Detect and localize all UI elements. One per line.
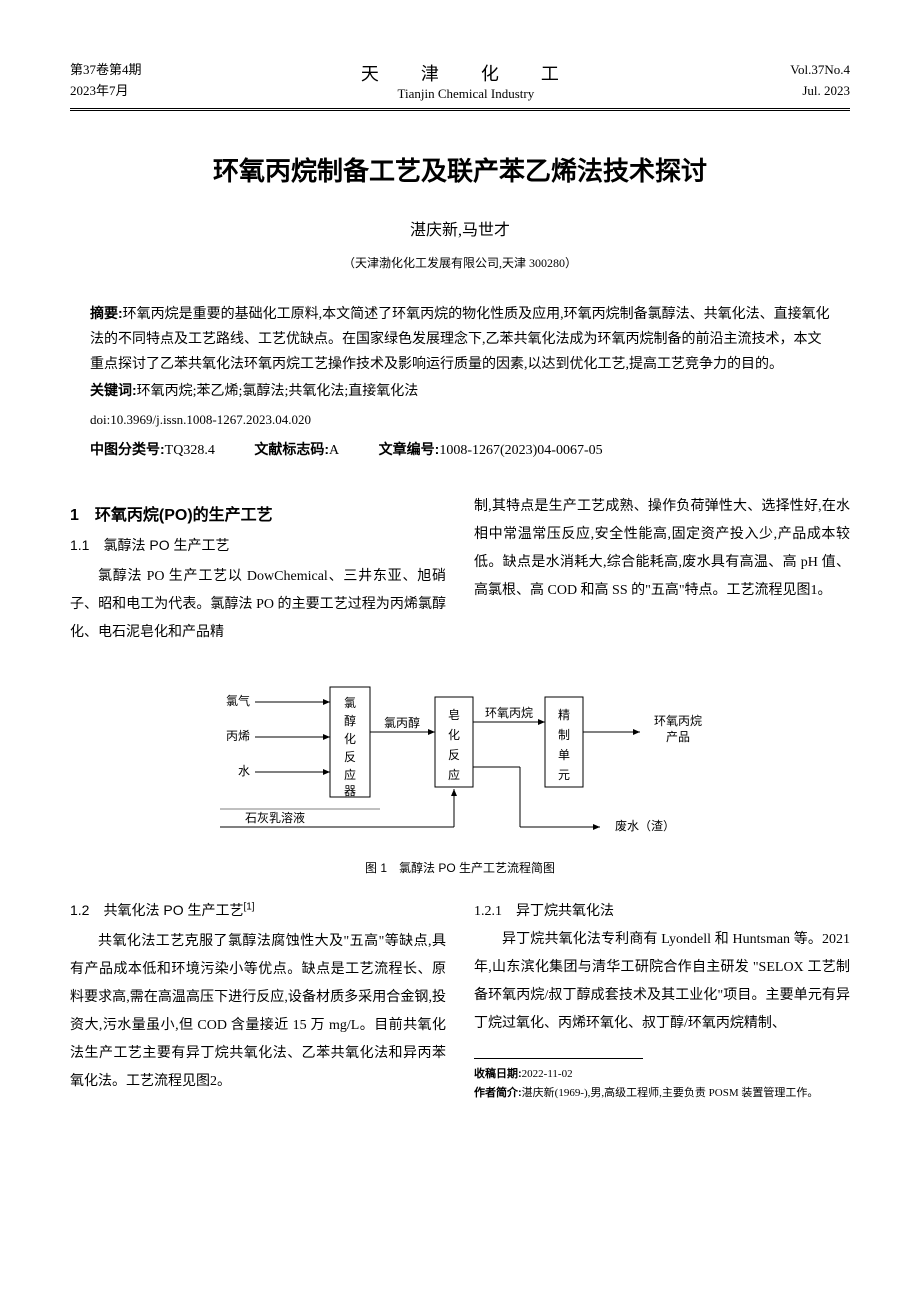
output-product-2: 产品: [666, 730, 690, 744]
abstract-block: 摘要:环氧丙烷是重要的基础化工原料,本文简述了环氧丙烷的物化性质及应用,环氧丙烷…: [90, 301, 830, 463]
figure-1: 氯 醇 化 反 应 器 皂 化 反 应 精 制 单 元 氯气 丙烯 水 石灰乳溶…: [70, 667, 850, 876]
svg-text:反: 反: [344, 750, 356, 764]
author-bio-label: 作者简介:: [474, 1087, 522, 1099]
section-1-2-1-heading: 1.2.1 异丁烷共氧化法: [474, 900, 850, 920]
para-3: 异丁烷共氧化法专利商有 Lyondell 和 Huntsman 等。2021 年…: [474, 926, 850, 1038]
volume-en: Vol.37No.4: [790, 60, 850, 81]
col-left-upper: 1 环氧丙烷(PO)的生产工艺 1.1 氯醇法 PO 生产工艺 氯醇法 PO 生…: [70, 493, 446, 647]
node-reactor: 氯: [344, 696, 356, 710]
para-1a: 氯醇法 PO 生产工艺以 DowChemical、三井东亚、旭硝子、昭和电工为代…: [70, 563, 446, 647]
output-waste: 废水（渣）: [615, 818, 675, 833]
volume-cn: 第37卷第4期: [70, 60, 142, 81]
para-2: 共氧化法工艺克服了氯醇法腐蚀性大及"五高"等缺点,具有产品成本低和环境污染小等优…: [70, 928, 446, 1096]
svg-text:反: 反: [448, 748, 460, 762]
journal-name-cn: 天 津 化 工: [142, 60, 791, 86]
svg-text:化: 化: [344, 732, 356, 746]
section-1-heading: 1 环氧丙烷(PO)的生产工艺: [70, 501, 446, 525]
columns-upper: 1 环氧丙烷(PO)的生产工艺 1.1 氯醇法 PO 生产工艺 氯醇法 PO 生…: [70, 493, 850, 647]
edge-po: 环氧丙烷: [485, 706, 533, 720]
received-date: 2022-11-02: [522, 1068, 573, 1080]
abstract-label: 摘要:: [90, 305, 123, 321]
section-1-2-text: 1.2 共氧化法 PO 生产工艺: [70, 902, 243, 918]
footnote-author: 作者简介:湛庆新(1969-),男,高级工程师,主要负责 POSM 装置管理工作…: [474, 1084, 850, 1103]
clc-label: 中图分类号:: [90, 441, 165, 457]
doccode-label: 文献标志码:: [254, 441, 329, 457]
abstract-text: 环氧丙烷是重要的基础化工原料,本文简述了环氧丙烷的物化性质及应用,环氧丙烷制备氯…: [90, 307, 830, 372]
node-refine: 精: [558, 708, 570, 722]
abstract: 摘要:环氧丙烷是重要的基础化工原料,本文简述了环氧丙烷的物化性质及应用,环氧丙烷…: [90, 301, 830, 378]
input-water: 水: [238, 764, 250, 778]
svg-text:应: 应: [448, 767, 460, 782]
section-1-1-heading: 1.1 氯醇法 PO 生产工艺: [70, 535, 446, 555]
svg-text:应: 应: [344, 767, 356, 782]
date-cn: 2023年7月: [70, 81, 142, 102]
col-right-upper: 制,其特点是生产工艺成熟、操作负荷弹性大、选择性好,在水相中常温常压反应,安全性…: [474, 493, 850, 647]
doi: doi:10.3969/j.issn.1008-1267.2023.04.020: [90, 408, 830, 431]
columns-lower: 1.2 共氧化法 PO 生产工艺[1] 共氧化法工艺克服了氯醇法腐蚀性大及"五高…: [70, 894, 850, 1102]
clc-value: TQ328.4: [165, 443, 215, 458]
svg-text:化: 化: [448, 728, 460, 742]
svg-text:制: 制: [558, 728, 570, 742]
affiliation: （天津渤化化工发展有限公司,天津 300280）: [70, 254, 850, 271]
journal-name-en: Tianjin Chemical Industry: [142, 86, 791, 102]
svg-text:元: 元: [558, 768, 570, 782]
svg-text:醇: 醇: [344, 713, 356, 728]
header-left: 第37卷第4期 2023年7月: [70, 60, 142, 102]
input-propylene: 丙烯: [226, 729, 250, 743]
doccode-value: A: [329, 443, 339, 458]
footnote-separator: [474, 1058, 643, 1059]
artid-value: 1008-1267(2023)04-0067-05: [439, 443, 602, 458]
keywords-label: 关键词:: [90, 382, 137, 398]
article-title: 环氧丙烷制备工艺及联产苯乙烯法技术探讨: [70, 151, 850, 188]
flowchart-svg: 氯 醇 化 反 应 器 皂 化 反 应 精 制 单 元 氯气 丙烯 水 石灰乳溶…: [200, 667, 720, 847]
col-left-lower: 1.2 共氧化法 PO 生产工艺[1] 共氧化法工艺克服了氯醇法腐蚀性大及"五高…: [70, 894, 446, 1102]
footnote-received: 收稿日期:2022-11-02: [474, 1065, 850, 1084]
output-product-1: 环氧丙烷: [654, 714, 702, 728]
meta-line: 中图分类号:TQ328.4 文献标志码:A 文章编号:1008-1267(202…: [90, 437, 830, 463]
edge-chlorohydrin: 氯丙醇: [384, 715, 420, 730]
para-1b: 制,其特点是生产工艺成熟、操作负荷弹性大、选择性好,在水相中常温常压反应,安全性…: [474, 493, 850, 605]
svg-text:单: 单: [558, 748, 570, 762]
col-right-lower: 1.2.1 异丁烷共氧化法 异丁烷共氧化法专利商有 Lyondell 和 Hun…: [474, 894, 850, 1102]
section-1-2-heading: 1.2 共氧化法 PO 生产工艺[1]: [70, 900, 446, 920]
svg-text:器: 器: [344, 784, 356, 798]
input-lime: 石灰乳溶液: [245, 810, 305, 825]
authors: 湛庆新,马世才: [70, 216, 850, 240]
artid-label: 文章编号:: [379, 441, 440, 457]
node-saponification: 皂: [448, 708, 460, 722]
received-label: 收稿日期:: [474, 1068, 522, 1080]
author-bio: 湛庆新(1969-),男,高级工程师,主要负责 POSM 装置管理工作。: [522, 1087, 819, 1099]
keywords: 关键词:环氧丙烷;苯乙烯;氯醇法;共氧化法;直接氧化法: [90, 378, 830, 404]
figure-1-caption: 图 1 氯醇法 PO 生产工艺流程简图: [70, 859, 850, 876]
date-en: Jul. 2023: [790, 81, 850, 102]
page-header: 第37卷第4期 2023年7月 天 津 化 工 Tianjin Chemical…: [70, 60, 850, 111]
keywords-text: 环氧丙烷;苯乙烯;氯醇法;共氧化法;直接氧化法: [137, 384, 419, 399]
header-center: 天 津 化 工 Tianjin Chemical Industry: [142, 60, 791, 102]
input-cl2: 氯气: [226, 693, 250, 708]
header-right: Vol.37No.4 Jul. 2023: [790, 60, 850, 102]
ref-1: [1]: [243, 902, 254, 913]
